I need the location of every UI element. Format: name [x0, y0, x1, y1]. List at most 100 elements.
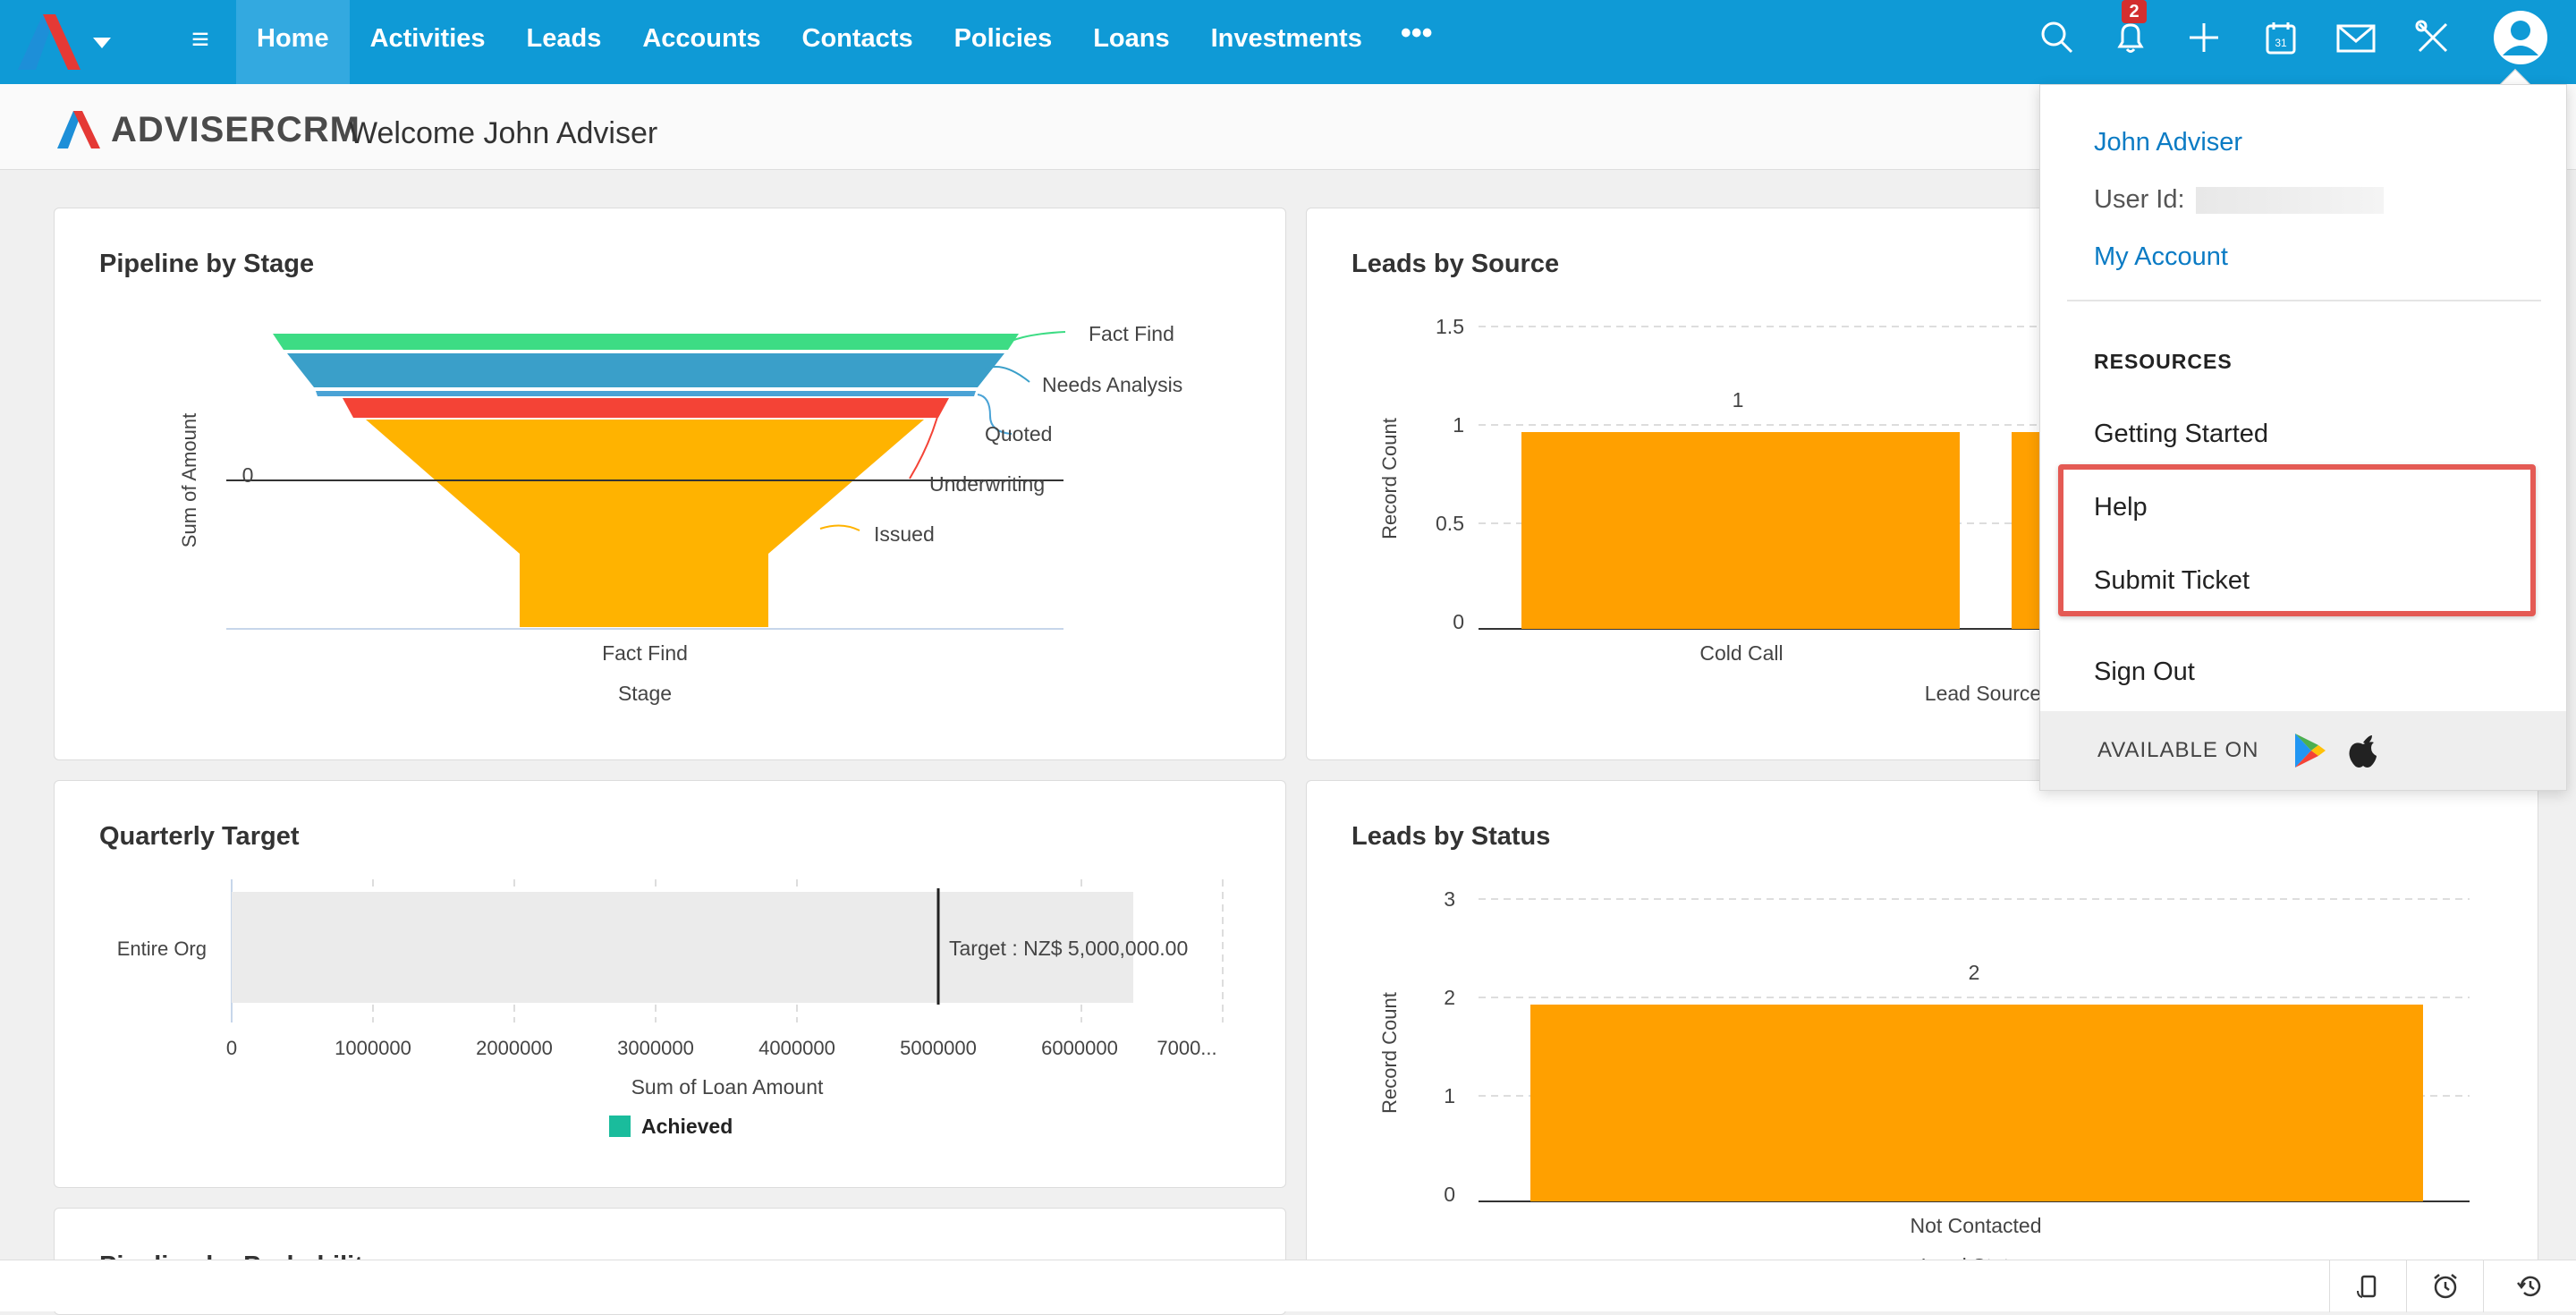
help-link[interactable]: Help [2094, 493, 2148, 522]
quarterly-x-tick: 2000000 [476, 1037, 553, 1059]
sign-out-link[interactable]: Sign Out [2094, 658, 2195, 686]
brand-name: ADVISERCRM [111, 109, 360, 149]
bottom-utility-bar [0, 1260, 2576, 1312]
nav-leads[interactable]: Leads [526, 24, 602, 53]
hamburger-menu-icon[interactable]: ≡ [191, 22, 209, 56]
notification-count-badge: 2 [2122, 0, 2147, 23]
google-play-icon[interactable] [2292, 732, 2327, 769]
alarm-clock-icon[interactable] [2406, 1260, 2483, 1312]
pipeline-x-tick: Fact Find [602, 641, 688, 665]
user-avatar-icon[interactable] [2490, 7, 2551, 68]
history-icon[interactable] [2483, 1260, 2576, 1312]
add-icon[interactable] [2182, 16, 2225, 59]
svg-text:31: 31 [2275, 37, 2287, 49]
brand-logo: ADVISERCRM [55, 107, 360, 152]
apple-icon[interactable] [2347, 732, 2379, 769]
funnel-label-quoted: Quoted [985, 422, 1052, 445]
available-on-bar: AVAILABLE ON [2040, 711, 2566, 790]
leads-source-bar-label: 1 [1733, 388, 1744, 411]
pipeline-title: Pipeline by Stage [99, 250, 315, 278]
pipeline-x-label: Stage [618, 682, 672, 705]
funnel-segment-issued [366, 420, 924, 627]
app-switcher[interactable] [16, 9, 116, 75]
funnel-label-underwriting: Underwriting [929, 472, 1045, 496]
pipeline-y-label: Sum of Amount [178, 413, 200, 547]
leads-status-x-tick: Not Contacted [1910, 1214, 2041, 1237]
quarterly-x-tick: 0 [226, 1037, 237, 1059]
nav-accounts[interactable]: Accounts [642, 24, 761, 53]
quarterly-x-tick: 4000000 [758, 1037, 835, 1059]
my-account-link[interactable]: My Account [2094, 242, 2228, 271]
nav-activities[interactable]: Activities [369, 24, 486, 53]
getting-started-link[interactable]: Getting Started [2094, 420, 2269, 448]
legend-achieved-swatch [609, 1116, 631, 1137]
notifications-bell-icon[interactable] [2109, 16, 2152, 59]
quarterly-x-tick: 6000000 [1041, 1037, 1118, 1059]
target-label: Target : NZ$ 5,000,000.00 [949, 937, 1188, 960]
quarterly-target-chart: Target : NZ$ 5,000,000.00 Entire Org 0 1… [117, 879, 1224, 1138]
submit-ticket-link[interactable]: Submit Ticket [2094, 566, 2250, 595]
funnel-label-needs-analysis: Needs Analysis [1042, 373, 1182, 396]
leads-status-y-tick: 3 [1444, 887, 1455, 911]
app-logo-icon [18, 14, 111, 70]
quarterly-x-tick: 7000... [1157, 1037, 1216, 1059]
quarterly-bar [232, 892, 1133, 1003]
main-nav: Home Activities Leads Accounts Contacts … [236, 0, 1451, 84]
user-id-label-text: User Id: [2094, 185, 2185, 214]
quarterly-target-card: Quarterly Target Target : NZ$ 5,000,000.… [54, 780, 1286, 1188]
leads-status-title: Leads by Status [1352, 822, 1551, 851]
highlight-box [2058, 464, 2536, 616]
leads-status-bar-label: 2 [1969, 961, 1980, 984]
quarterly-x-label: Sum of Loan Amount [631, 1075, 824, 1099]
leads-source-title: Leads by Source [1352, 250, 1560, 278]
user-name-link[interactable]: John Adviser [2094, 128, 2243, 157]
resources-heading: RESOURCES [2094, 350, 2233, 373]
leads-status-y-tick: 0 [1444, 1183, 1455, 1206]
top-navigation-bar: ≡ Home Activities Leads Accounts Contact… [0, 0, 2576, 84]
legend-achieved-label: Achieved [641, 1115, 733, 1138]
nav-loans[interactable]: Loans [1093, 24, 1170, 53]
user-id-redacted [2195, 187, 2384, 215]
search-icon[interactable] [2036, 16, 2079, 59]
funnel-segment-needs-analysis [287, 353, 1004, 387]
leads-by-status-card: Leads by Status 3 2 1 0 2 Not Contacted … [1306, 780, 2538, 1281]
user-id-label: User Id: [2094, 185, 2384, 215]
user-menu-dropdown: John Adviser User Id: My Account RESOURC… [2039, 84, 2567, 791]
quarterly-x-tick: 5000000 [900, 1037, 977, 1059]
funnel-label-issued: Issued [874, 522, 935, 546]
more-nav-icon[interactable]: ••• [1400, 16, 1433, 50]
leads-status-y-tick: 2 [1444, 986, 1455, 1009]
leads-source-y-tick: 1 [1453, 413, 1464, 437]
leads-source-y-tick: 0.5 [1436, 512, 1464, 535]
nav-investments[interactable]: Investments [1210, 24, 1362, 53]
bar-cold-call [1521, 432, 1960, 629]
leads-status-y-tick: 1 [1444, 1084, 1455, 1107]
pipeline-funnel-chart: Fact Find Needs Analysis Quoted Underwri… [178, 322, 1182, 705]
nav-policies[interactable]: Policies [953, 24, 1053, 53]
quarterly-x-tick: 3000000 [617, 1037, 694, 1059]
leads-source-y-label: Record Count [1378, 418, 1401, 539]
nav-contacts[interactable]: Contacts [801, 24, 913, 53]
funnel-segment-underwriting [343, 398, 949, 418]
mail-icon[interactable] [2334, 16, 2377, 59]
rotate-device-icon[interactable] [2329, 1260, 2406, 1312]
funnel-segment-quoted [316, 391, 976, 396]
available-on-label: AVAILABLE ON [2097, 738, 2259, 762]
quarterly-x-tick: 1000000 [335, 1037, 411, 1059]
tools-icon[interactable] [2411, 16, 2454, 59]
funnel-segment-fact-find [273, 334, 1019, 350]
quarterly-title: Quarterly Target [99, 822, 300, 851]
funnel-label-fact-find: Fact Find [1089, 322, 1174, 345]
pipeline-by-stage-card: Pipeline by Stage Fact Find Needs Analys… [54, 208, 1286, 760]
calendar-icon[interactable]: 31 [2259, 16, 2302, 59]
quarterly-row-label: Entire Org [117, 937, 207, 960]
leads-source-y-tick: 1.5 [1436, 315, 1464, 338]
leads-source-y-tick: 0 [1453, 610, 1464, 633]
bar-not-contacted [1530, 1005, 2423, 1201]
brand-logo-icon [57, 111, 100, 148]
leads-source-x-label: Lead Source [1925, 682, 2041, 705]
nav-home[interactable]: Home [236, 0, 350, 84]
leads-status-y-label: Record Count [1378, 992, 1401, 1114]
leads-status-chart: 3 2 1 0 2 Not Contacted Lead Status Reco… [1378, 887, 2470, 1277]
menu-divider [2067, 300, 2541, 301]
